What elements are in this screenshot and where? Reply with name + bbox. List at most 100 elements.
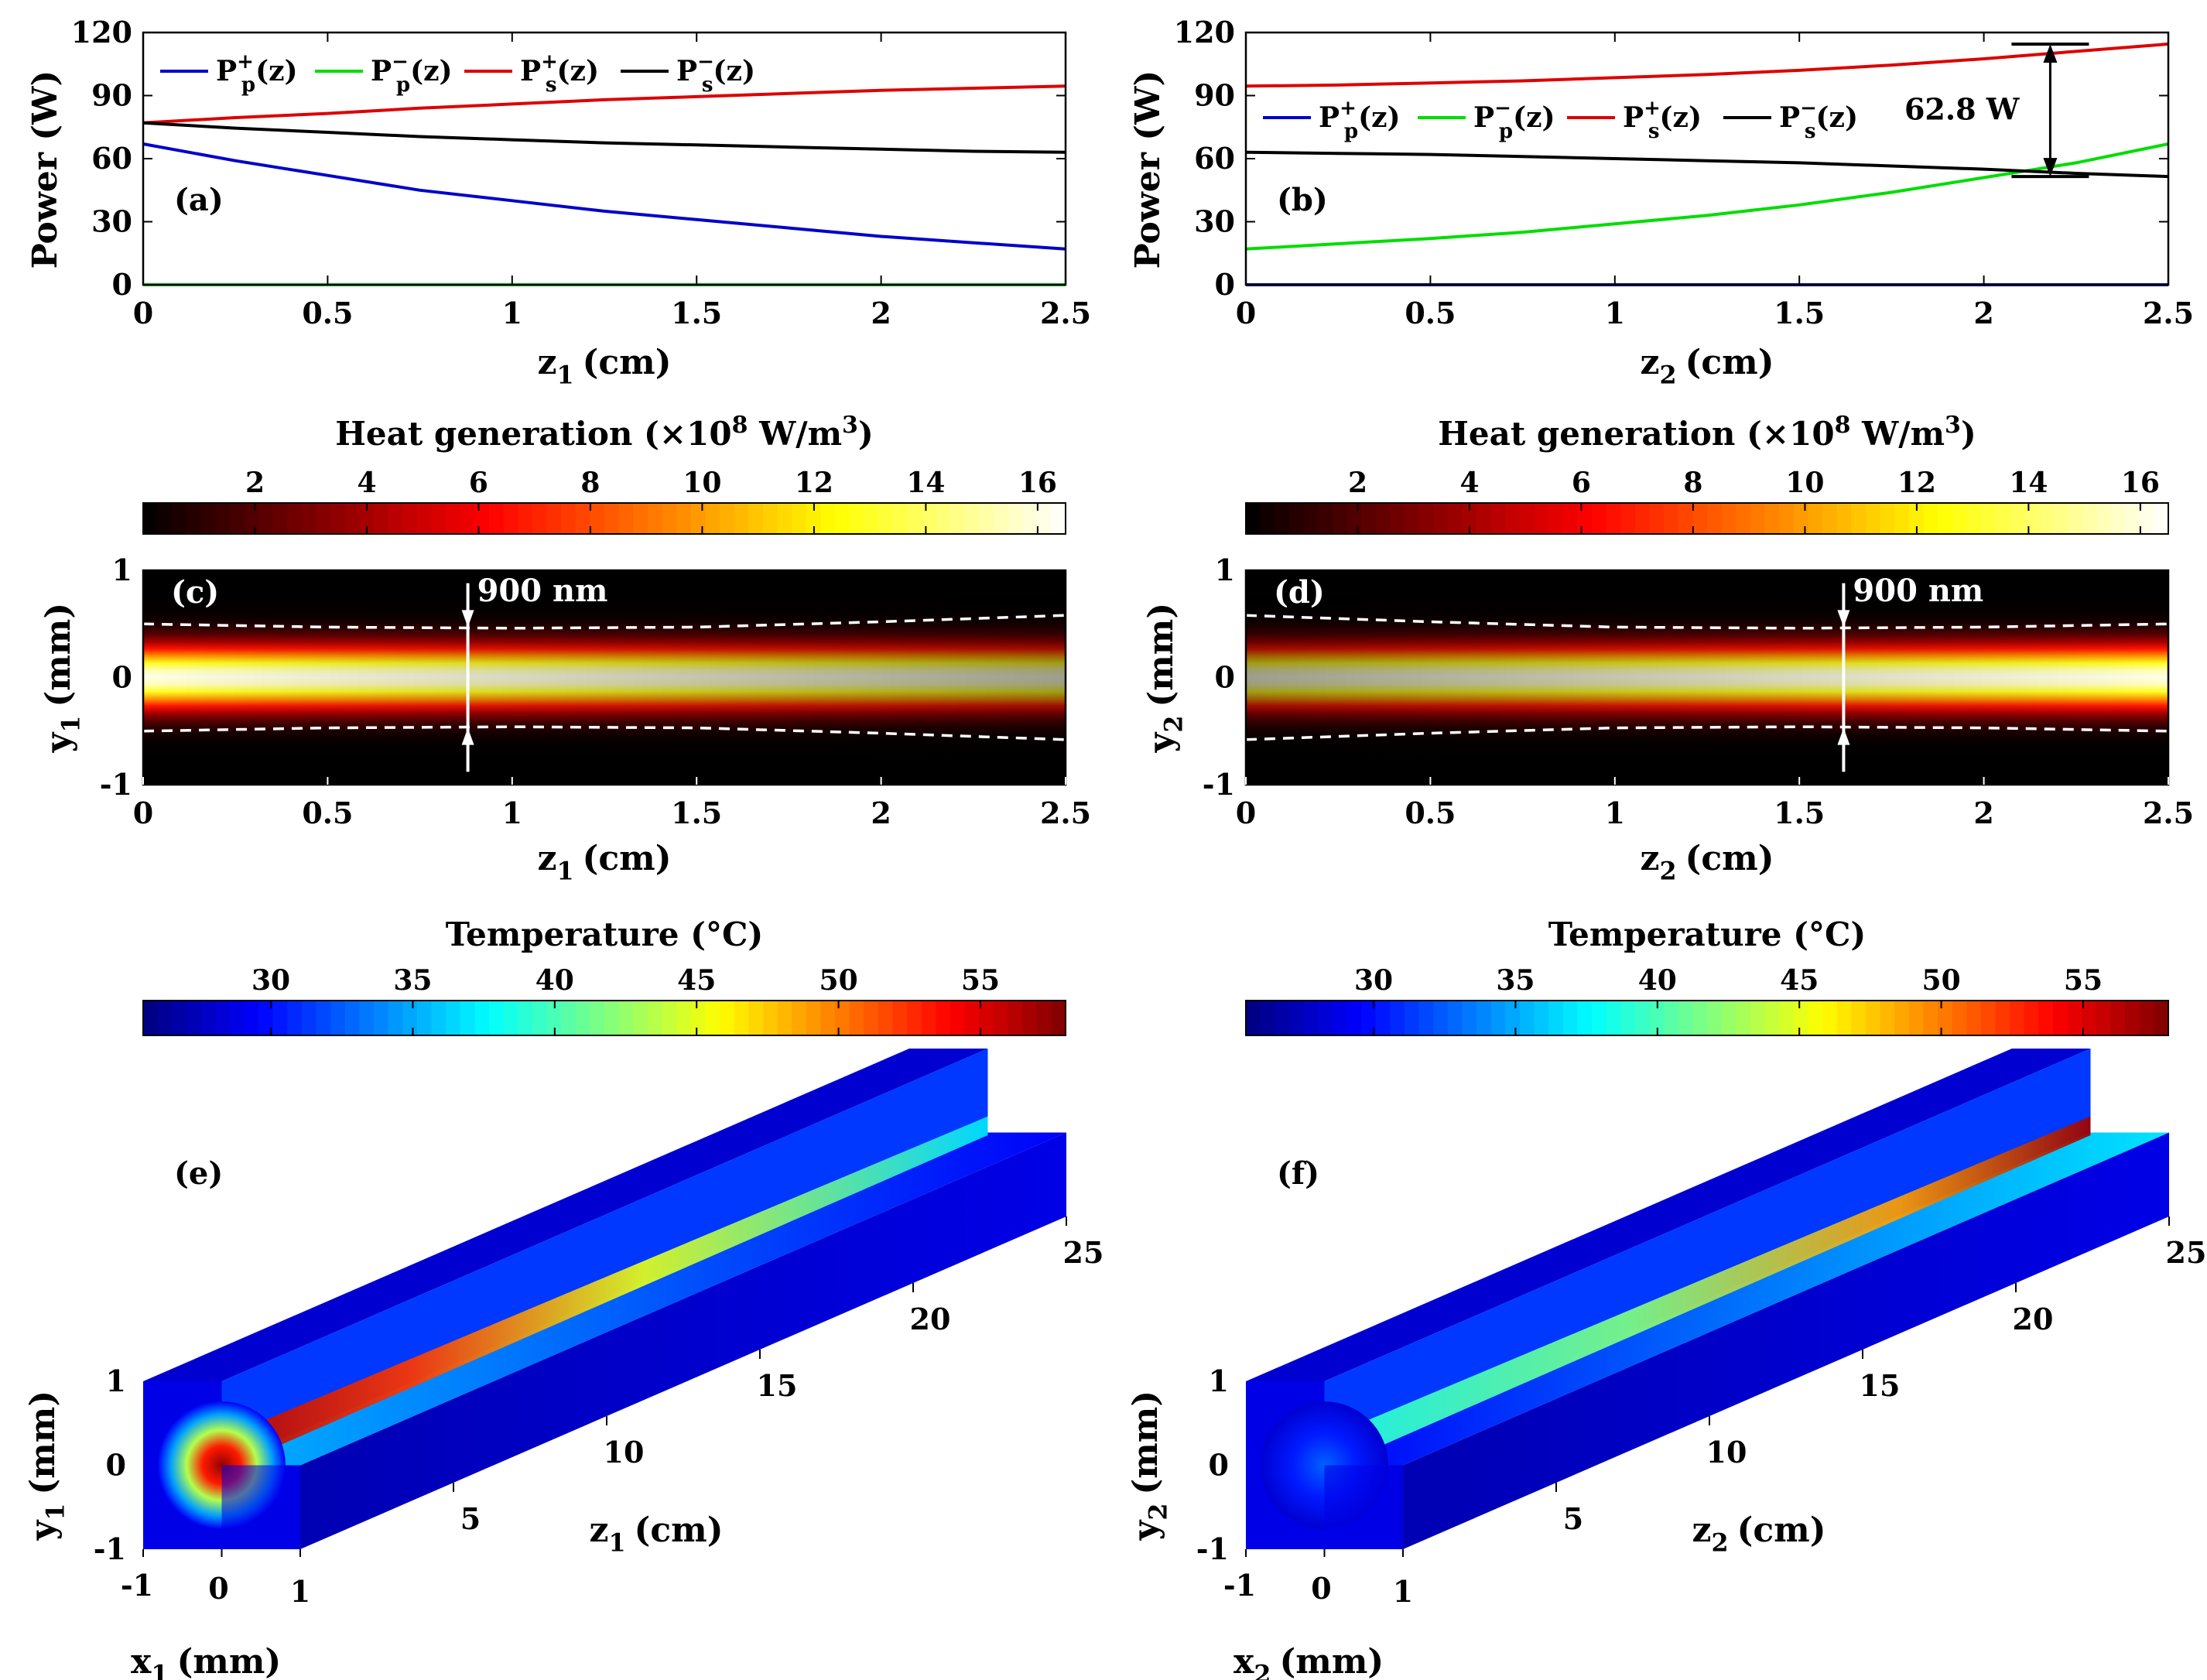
legend-sub: s [702,74,713,97]
colorbar-tick-label: 40 [1638,964,1677,997]
label-unit: (cm) [583,343,672,382]
colorbar-cell [1793,503,1809,534]
x-tick-label: 1 [502,796,522,830]
x-tick-label: 0.5 [1405,796,1456,830]
axes-box [1244,31,2170,286]
colorbar-tick-label: 14 [2009,467,2048,499]
series-line-ps_minus [1245,150,2169,179]
x-tick-label: 1 [1605,796,1625,830]
colorbar-cell [460,1001,476,1035]
label-sub: 1 [608,1528,625,1557]
width-label: 900 nm [477,573,608,609]
colorbar-cell [2082,1001,2097,1035]
colorbar-cell [1980,503,1997,534]
colorbar-cell [690,503,707,534]
colorbar-cell [1022,503,1038,534]
colorbar-cell [1562,503,1579,534]
colorbar-cell [1779,503,1795,534]
colorbar-cell [604,1001,620,1035]
legend-base: P [676,55,697,87]
cb-label-post: ) [1961,415,1976,453]
colorbar-tick-label: 40 [535,964,574,997]
colorbar-cell [720,503,735,534]
legend-entry: P+ p(z) [216,50,298,97]
x-tick-label: 2 [871,796,891,830]
colorbar-cell [1620,1001,1636,1035]
colorbar-cell [2067,1001,2083,1035]
colorbar-cell [1022,1001,1038,1035]
colorbar-cell [864,1001,879,1035]
colorbar-cell [734,503,750,534]
colorbar-cell [1865,1001,1881,1035]
colorbar-cell [878,503,894,534]
x-tick-label: 2.5 [2143,796,2194,830]
colorbar-cell [388,1001,404,1035]
colorbar-cell [1390,1001,1405,1035]
colorbar-cell [1721,1001,1737,1035]
front-right-shade [1324,1465,1403,1549]
colorbar-cell [301,1001,317,1035]
colorbar-cell [618,1001,635,1035]
z-tick-label: 5 [460,1501,481,1536]
legend-sup: + [541,50,558,74]
colorbar-cell [1592,1001,1607,1035]
colorbar-cell [1678,503,1694,534]
colorbar-cell [590,503,605,534]
colorbar-cell [258,503,274,534]
colorbar-cell [1750,1001,1766,1035]
cb-label-exp: 8 [1835,412,1851,439]
legend-sup: − [1494,97,1511,120]
label-sub: 1 [41,1504,70,1521]
x-tick-label: 0 [133,296,153,330]
label-sub: 1 [556,361,573,389]
colorbar-cell [1649,1001,1665,1035]
colorbar-tick-label: 12 [1897,467,1936,499]
colorbar-cell [1938,503,1953,534]
colorbar-tick-label: 35 [393,964,432,997]
label-var: z [1640,839,1659,878]
colorbar-cell [1908,1001,1925,1035]
colorbar-cell [647,1001,663,1035]
label-sub: 2 [1659,857,1676,885]
colorbar-cell [374,503,389,534]
colorbar-cell [1952,1001,1968,1035]
colorbar-cell [1390,503,1405,534]
colorbar-cell [1404,1001,1420,1035]
legend-sup: − [1800,97,1817,120]
colorbar-cell [1476,1001,1492,1035]
colorbar-label: Heat generation (×108 W/m3) [335,412,874,453]
colorbar-cell [662,1001,677,1035]
colorbar-cell [2096,503,2112,534]
colorbar-tick-label: 55 [2064,964,2103,997]
colorbar-cell [1534,503,1549,534]
colorbar-cell [489,503,505,534]
colorbar-cell [143,503,159,534]
colorbar-cell [1332,503,1348,534]
colorbar-cell [2139,1001,2155,1035]
colorbar-cell [1634,503,1651,534]
beam-boundary-upper [1245,614,2169,630]
colorbar-cell [1606,503,1622,534]
beam-hot-stripe [1324,1116,2091,1471]
label-unit: (cm) [1685,343,1774,382]
colorbar-tick-label: 35 [1496,964,1535,997]
colorbar-cell [374,1001,389,1035]
x-tick-label: 0 [1311,1571,1331,1606]
z-axis-label: z1 (cm) [589,1511,723,1557]
colorbar-cell [777,1001,792,1035]
colorbar-cell [1736,1001,1751,1035]
colorbar-cell [2010,503,2025,534]
colorbar-cell [1036,1001,1052,1035]
colorbar-cell [1764,503,1780,534]
x-tick-label: 1.5 [1774,796,1825,830]
colorbar-cell [561,1001,577,1035]
colorbar-tick-label: 16 [2121,467,2160,499]
colorbar-cell [1318,503,1333,534]
colorbar-cell [460,503,476,534]
x-tick-label: 2.5 [1040,296,1091,330]
label-var: y [39,731,78,753]
colorbar-cell [2038,503,2054,534]
legend-base: P [1779,101,1800,134]
colorbar-cell [1490,503,1507,534]
